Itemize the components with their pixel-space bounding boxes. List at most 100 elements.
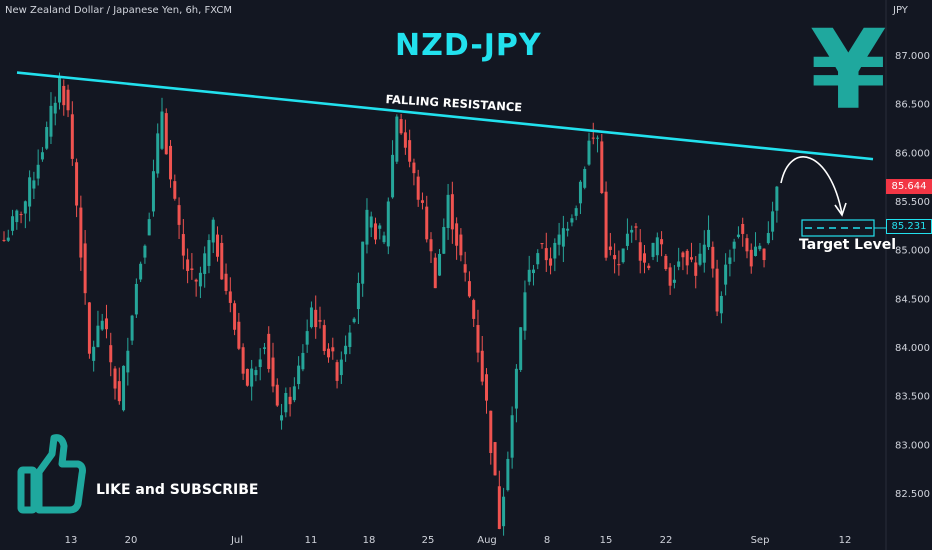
candle-body bbox=[378, 225, 382, 229]
candle-body bbox=[625, 233, 629, 246]
candle-body bbox=[344, 345, 348, 355]
candle-body bbox=[126, 350, 130, 373]
candle-body bbox=[361, 241, 365, 284]
candle-body bbox=[356, 283, 360, 310]
candle-body bbox=[177, 205, 181, 225]
candle-body bbox=[382, 235, 386, 243]
candle-body bbox=[348, 332, 352, 347]
candle-body bbox=[216, 234, 219, 257]
candle-body bbox=[19, 214, 23, 216]
candle-body bbox=[655, 237, 659, 256]
candle-body bbox=[647, 265, 651, 269]
candle-body bbox=[75, 162, 79, 206]
candle-body bbox=[130, 315, 134, 341]
candle-body bbox=[621, 248, 625, 263]
thumbs-up-icon bbox=[17, 434, 86, 514]
candle-body bbox=[420, 200, 424, 203]
candle-body bbox=[58, 76, 62, 103]
candle-body bbox=[181, 234, 185, 256]
candle-body bbox=[49, 105, 53, 137]
y-tick-label: 84.500 bbox=[895, 294, 930, 305]
candle-body bbox=[728, 257, 732, 264]
candle-body bbox=[523, 292, 527, 331]
candle-body bbox=[369, 216, 373, 228]
arrow-curve bbox=[780, 156, 843, 215]
candle-body bbox=[745, 238, 749, 252]
candle-body bbox=[207, 240, 211, 266]
candle-body bbox=[220, 242, 224, 280]
candle-body bbox=[301, 352, 305, 370]
candle-body bbox=[681, 252, 685, 258]
candle-body bbox=[258, 359, 262, 368]
candle-body bbox=[194, 279, 198, 282]
candle-body bbox=[766, 233, 770, 244]
candle-body bbox=[758, 245, 762, 250]
candle-body bbox=[169, 145, 173, 180]
candle-body bbox=[83, 243, 87, 294]
candle-body bbox=[617, 264, 621, 266]
candle-body bbox=[638, 242, 642, 261]
x-tick-label: 15 bbox=[600, 535, 613, 546]
falling-resistance-line bbox=[16, 71, 874, 161]
candle-body bbox=[536, 253, 540, 265]
candle-body bbox=[391, 154, 395, 198]
candle-body bbox=[591, 137, 595, 139]
candle-body bbox=[660, 239, 664, 245]
candle-body bbox=[23, 201, 27, 214]
candle-body bbox=[689, 257, 693, 260]
candle-body bbox=[762, 248, 766, 261]
candle-body bbox=[151, 171, 155, 212]
candle-body bbox=[408, 140, 412, 162]
candle-body bbox=[96, 325, 100, 348]
candle-body bbox=[36, 164, 40, 179]
candle-body bbox=[297, 365, 301, 385]
target-price-tag: 85.231 bbox=[886, 219, 932, 234]
candle-body bbox=[467, 281, 471, 297]
candle-body bbox=[664, 255, 668, 270]
candle-body bbox=[143, 245, 147, 258]
x-tick-label: Aug bbox=[477, 535, 497, 546]
candle-body bbox=[510, 415, 514, 458]
candle-body bbox=[557, 234, 561, 245]
candle-body bbox=[280, 415, 284, 421]
candle-body bbox=[604, 191, 608, 258]
candle-body bbox=[724, 264, 728, 285]
candle-body bbox=[425, 206, 429, 240]
candle-body bbox=[399, 119, 403, 134]
arrow-head bbox=[834, 202, 847, 217]
candle-body bbox=[672, 279, 676, 283]
candle-body bbox=[314, 309, 318, 328]
candle-body bbox=[442, 227, 446, 254]
candle-body bbox=[104, 318, 108, 330]
candle-body bbox=[237, 321, 241, 349]
candle-body bbox=[6, 237, 10, 241]
like-subscribe-label: LIKE and SUBSCRIBE bbox=[96, 482, 259, 498]
candle-body bbox=[749, 249, 753, 267]
candle-body bbox=[147, 219, 151, 236]
candle-body bbox=[455, 223, 459, 246]
candle-body bbox=[643, 253, 646, 263]
candle-body bbox=[711, 246, 715, 269]
x-tick-label: 20 bbox=[125, 535, 138, 546]
candle-body bbox=[305, 331, 309, 345]
candle-body bbox=[284, 393, 288, 413]
candle-body bbox=[2, 239, 6, 241]
y-tick-label: 83.500 bbox=[895, 392, 930, 403]
candle-body bbox=[139, 263, 143, 280]
x-tick-label: 12 bbox=[839, 535, 852, 546]
candle-body bbox=[122, 365, 126, 411]
candle-body bbox=[438, 253, 442, 276]
candle-body bbox=[92, 346, 96, 361]
candle-body bbox=[113, 368, 117, 389]
y-tick-label: 86.000 bbox=[895, 148, 930, 159]
candle-body bbox=[549, 258, 553, 266]
candle-body bbox=[15, 210, 19, 223]
candle-body bbox=[694, 262, 698, 276]
candle-body bbox=[211, 219, 215, 243]
candle-body bbox=[698, 253, 702, 265]
candle-body bbox=[685, 250, 689, 266]
candle-body bbox=[335, 362, 339, 381]
candle-body bbox=[754, 246, 758, 256]
candle-body bbox=[707, 229, 711, 248]
